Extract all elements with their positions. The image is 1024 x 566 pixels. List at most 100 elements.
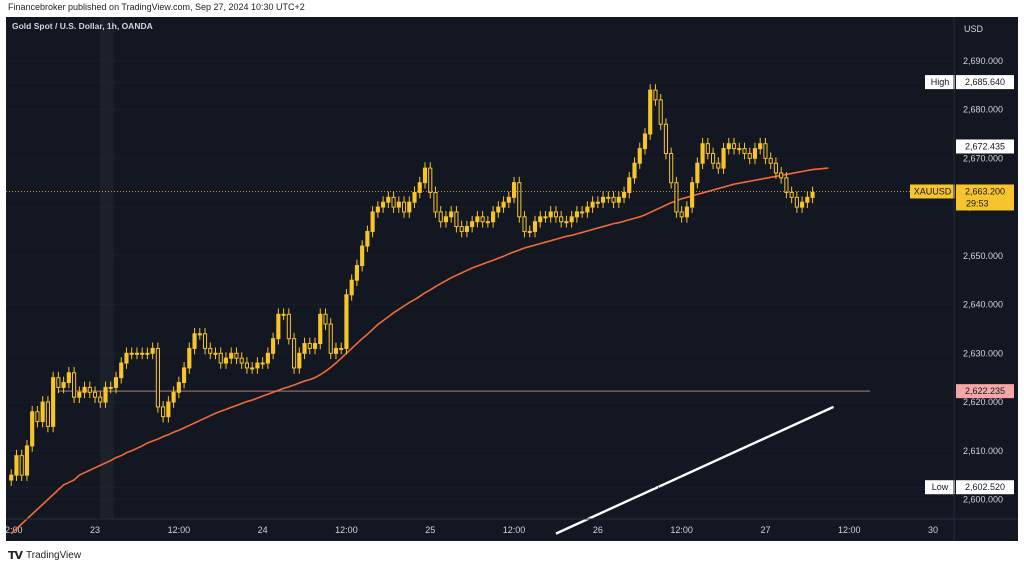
tradingview-logo-icon: TV	[8, 549, 23, 562]
candle-body	[412, 191, 417, 203]
x-tick-label: 30	[928, 525, 938, 535]
candle-body	[113, 377, 119, 388]
session-highlight	[100, 17, 114, 519]
candle-body	[669, 152, 674, 184]
candlesticks	[9, 84, 815, 486]
candle-body	[501, 201, 506, 208]
candle-body	[244, 362, 249, 369]
candle-body	[265, 352, 270, 364]
y-tick-label: 2,600.000	[963, 495, 1003, 505]
candle-body	[454, 211, 459, 228]
candle-body	[223, 357, 229, 364]
candle-body	[56, 377, 61, 388]
candle-body	[517, 182, 522, 218]
candle-body	[564, 221, 569, 224]
y-tick-label: 2,690.000	[963, 56, 1003, 66]
y-tick-label: 2,640.000	[963, 300, 1003, 310]
tradingview-brand[interactable]: TV TradingView	[8, 549, 81, 562]
candle-body	[51, 377, 56, 427]
candle-body	[648, 89, 653, 135]
candle-body	[124, 352, 129, 364]
candle-body	[375, 206, 380, 213]
low-label: Low	[932, 482, 949, 492]
last-price-value: 2,663.200	[965, 186, 1005, 196]
candle-body	[711, 152, 716, 164]
candle-body	[684, 206, 689, 218]
price-markers: 2,685.640 High 2,672.435 2,622.235 2,602.520…	[6, 75, 1014, 495]
ema-long-line	[555, 405, 835, 535]
candle-body	[312, 343, 318, 349]
candle-body	[77, 391, 82, 398]
candle-body	[779, 172, 784, 179]
candle-body	[276, 313, 281, 340]
candle-body	[595, 201, 600, 204]
high-label-box	[925, 75, 955, 90]
candle-body	[616, 196, 621, 203]
candle-body	[459, 226, 464, 232]
candle-body	[695, 162, 700, 184]
candle-body	[119, 362, 124, 379]
candle-body	[108, 386, 113, 389]
y-tick-label: 2,650.000	[963, 251, 1003, 261]
candle-body	[716, 162, 721, 169]
candle-body	[422, 167, 428, 184]
candle-body	[438, 211, 443, 223]
candle-body	[145, 352, 150, 355]
candle-body	[381, 201, 386, 208]
candle-body	[344, 294, 349, 349]
candle-body	[318, 313, 323, 345]
candle-body	[349, 279, 354, 296]
candle-body	[307, 343, 312, 349]
candle-body	[658, 99, 663, 125]
candle-body	[606, 196, 611, 199]
candle-body	[72, 372, 77, 398]
candle-body	[794, 196, 799, 208]
candle-body	[161, 406, 166, 418]
candle-body	[621, 191, 627, 198]
candle-body	[511, 182, 517, 198]
candle-body	[291, 338, 297, 369]
last-price-tag	[956, 184, 1014, 211]
candle-body	[19, 455, 24, 476]
candle-body	[726, 143, 731, 150]
candle-body	[24, 445, 30, 476]
candle-body	[197, 333, 202, 336]
candle-body	[527, 230, 532, 233]
y-tick-label: 2,630.000	[963, 348, 1003, 358]
candle-body	[286, 313, 291, 340]
candle-body	[742, 148, 747, 154]
candle-body	[297, 352, 302, 369]
high-label: High	[931, 77, 950, 87]
candle-body	[166, 401, 171, 418]
x-tick-label: 12:00	[503, 525, 526, 535]
high-value: 2,685.640	[965, 77, 1005, 87]
candle-body	[14, 455, 19, 476]
candle-body	[66, 372, 71, 384]
candle-body	[260, 362, 265, 365]
candle-body	[339, 347, 344, 350]
y-tick-label: 2,680.000	[963, 105, 1003, 115]
candle-body	[789, 191, 794, 198]
candle-body	[747, 152, 752, 159]
candle-body	[627, 177, 632, 193]
candle-body	[155, 347, 160, 408]
price-chart[interactable]: 2,600.000 2,610.000 2,620.000 2,630.000 2,64…	[6, 17, 1018, 541]
candle-body	[360, 245, 365, 267]
candle-body	[731, 143, 737, 150]
prev-price-value: 2,672.435	[965, 141, 1005, 151]
candle-body	[768, 157, 773, 164]
candle-body	[370, 211, 375, 232]
candle-body	[464, 226, 469, 232]
candle-body	[250, 367, 255, 370]
candle-body	[92, 391, 98, 398]
symbol-label: XAUUSD	[914, 186, 952, 196]
x-tick-label: 27	[760, 525, 770, 535]
candle-body	[470, 221, 475, 228]
candle-body	[538, 216, 543, 223]
candle-body	[763, 143, 768, 159]
candle-body	[9, 474, 14, 481]
countdown-label: 29:53	[966, 198, 989, 208]
x-tick-label: 12:00	[335, 525, 358, 535]
x-tick-label: 12:00	[670, 525, 693, 535]
candle-body	[401, 201, 407, 213]
